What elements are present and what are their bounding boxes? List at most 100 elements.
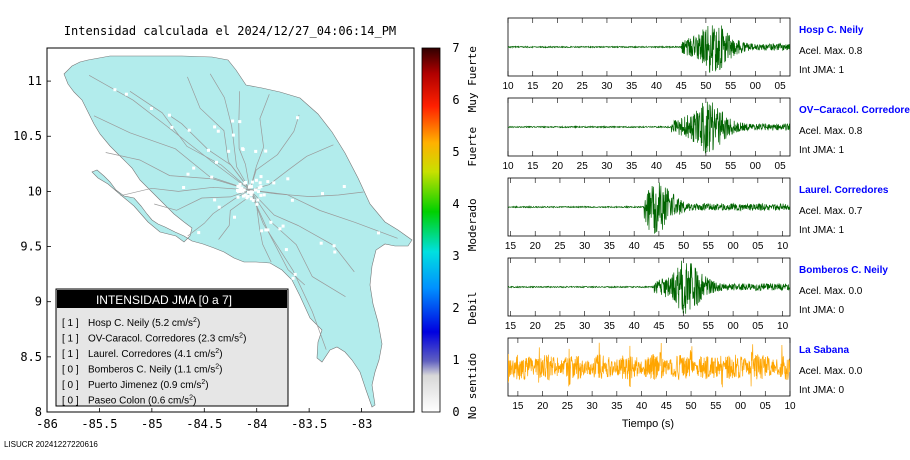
time-tick-label: 40 [651,81,663,92]
road-network [88,73,398,350]
map-y-axis: 11 10.5 10 9.5 9 8.5 8 [13,74,51,419]
time-tick-label: 55 [710,401,722,412]
map-x-tick-label: -84.5 [186,417,222,431]
time-tick-label: 05 [775,81,787,92]
time-tick-label: 50 [700,161,712,172]
time-tick-label: 15 [512,401,524,412]
legend-row-text: Laurel. Corredores (4.1 cm/s2) [88,348,223,360]
map-y-tick-label: 10 [28,184,42,198]
time-tick-label: 05 [752,241,764,252]
legend-row-code: [ 1 ] [62,334,79,345]
map-y-tick-label: 8 [35,405,42,419]
time-tick-label: 20 [537,401,549,412]
colorbar-tick-label: 3 [452,249,459,263]
time-tick-label: 25 [554,321,566,332]
legend-row-code: [ 0 ] [62,396,79,407]
time-tick-label: 40 [629,241,641,252]
time-tick-label: 20 [552,81,564,92]
time-tick-label: 20 [552,161,564,172]
station-acel-max: Acel. Max. 0.8 [799,46,863,57]
time-tick-label: 25 [577,161,589,172]
town-markers [113,88,380,280]
station-int-jma: Int JMA: 0 [799,305,844,316]
time-tick-label: 55 [725,161,737,172]
time-tick-label: 40 [636,401,648,412]
station-name: Laurel. Corredores [799,185,889,196]
colorbar-category-label: Moderado [466,198,479,251]
map-x-tick-label: -85 [141,417,163,431]
legend-row-code: [ 1 ] [62,349,79,360]
time-tick-label: 35 [604,241,616,252]
time-tick-label: 45 [676,161,688,172]
station-int-jma: Int JMA: 1 [799,225,844,236]
time-tick-label: 35 [626,81,638,92]
time-tick-label: 05 [760,401,772,412]
seismogram-panel: 15 20 25 30 35 40 45 50 55 00 05 10 Bomberos C. Neil… [505,257,888,332]
seismogram-panel: 10 15 20 25 30 35 40 45 50 55 00 05 Hosp C. Neily Ace… [502,17,864,92]
station-name: La Sabana [799,345,849,356]
time-tick-label: 55 [703,321,715,332]
legend-row-text: Paseo Colon (0.6 cm/s2) [88,395,196,407]
time-tick-label: 10 [777,241,789,252]
colorbar-gradient [421,47,441,413]
seismogram-panel: 15 20 25 30 35 40 45 50 55 00 05 10 Laurel. Corredor… [505,177,889,252]
colorbar-tick-label: 6 [452,93,459,107]
station-name: Bomberos C. Neily [799,265,888,276]
time-tick-label: 15 [527,161,539,172]
time-tick-label: 00 [728,321,740,332]
legend-row-code: [ 0 ] [62,380,79,391]
seismogram-panel: 15 20 25 30 35 40 45 50 55 00 05 10 La Sabana Acel. M… [507,337,863,412]
legend-row-text: OV-Caracol. Corredores (2.3 cm/s2) [88,333,246,345]
time-tick-label: 25 [554,241,566,252]
station-acel-max: Acel. Max. 0.8 [799,126,863,137]
colorbar-tick-label: 4 [452,197,459,211]
map-y-tick-label: 8.5 [20,350,42,364]
time-tick-label: 50 [678,321,690,332]
map-x-tick-label: -83 [351,417,373,431]
colorbar-category-label: No sentido [466,353,479,419]
time-tick-label: 55 [725,81,737,92]
seismogram-trace [508,101,790,154]
costa-rica-land [63,55,413,408]
time-tick-label: 10 [777,321,789,332]
colorbar-tick-label: 7 [452,41,459,55]
station-name: Hosp C. Neily [799,25,864,36]
map-x-axis: -86 -85.5 -85 -84.5 -84 -83.5 -83 [36,408,372,431]
seismogram-panels: 10 15 20 25 30 35 40 45 50 55 00 05 Hosp C. Neily Ace… [502,17,910,412]
legend-title: INTENSIDAD JMA [0 a 7] [96,293,232,307]
time-tick-label: 40 [629,321,641,332]
time-tick-label: 30 [601,161,613,172]
time-tick-label: 45 [661,401,673,412]
time-tick-label: 50 [678,241,690,252]
map-x-tick-label: -85.5 [81,417,117,431]
legend-row-code: [ 0 ] [62,365,79,376]
time-tick-label: 15 [505,241,517,252]
map-x-tick-label: -83.5 [291,417,327,431]
seismogram-trace [508,25,790,73]
colorbar-labels: No sentido Debil Moderado Fuerte Muy Fuerte [466,46,479,419]
map-x-tick-label: -84 [246,417,268,431]
legend-row-code: [ 1 ] [62,318,79,329]
time-tick-label: 45 [653,321,665,332]
time-tick-label: 10 [502,161,514,172]
time-tick-label: 30 [587,401,599,412]
time-tick-label: 00 [728,241,740,252]
footer-id: LISUCR 20241227220616 [4,440,98,449]
time-tick-label: 25 [577,81,589,92]
time-tick-label: 30 [601,81,613,92]
legend-row-text: Puerto Jimenez (0.9 cm/s2) [88,379,209,391]
station-int-jma: Int JMA: 1 [799,65,844,76]
colorbar-tick-label: 0 [452,405,459,419]
time-tick-label: 20 [530,241,542,252]
seismogram-trace [508,182,790,234]
time-tick-label: 10 [502,81,514,92]
time-tick-label: 10 [784,401,796,412]
seismogram-panel: 10 15 20 25 30 35 40 45 50 55 00 05 OV−Caracol. Corr… [502,97,910,172]
time-tick-label: 25 [562,401,574,412]
station-acel-max: Acel. Max. 0.7 [799,206,863,217]
seismogram-trace [508,342,790,388]
legend-row-text: Bomberos C. Neily (1.1 cm/s2) [88,364,223,376]
time-tick-label: 45 [653,241,665,252]
station-int-jma: Int JMA: 0 [799,385,844,396]
